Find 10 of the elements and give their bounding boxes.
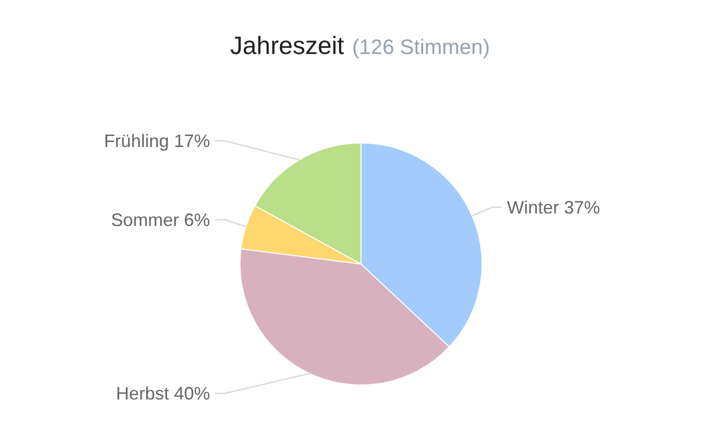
slice-label: Winter: [507, 198, 560, 218]
data-label: 40%: [174, 384, 210, 404]
slice-label: Frühling: [104, 131, 169, 152]
data-label: 6%: [184, 210, 210, 230]
chart-title: Jahreszeit: [230, 32, 344, 60]
data-label: 37%: [564, 198, 600, 218]
data-label: 17%: [174, 131, 210, 152]
slice-label: Sommer: [110, 210, 179, 230]
chart-subtitle: (126 Stimmen): [352, 36, 490, 59]
slice-label: Herbst: [116, 384, 169, 404]
